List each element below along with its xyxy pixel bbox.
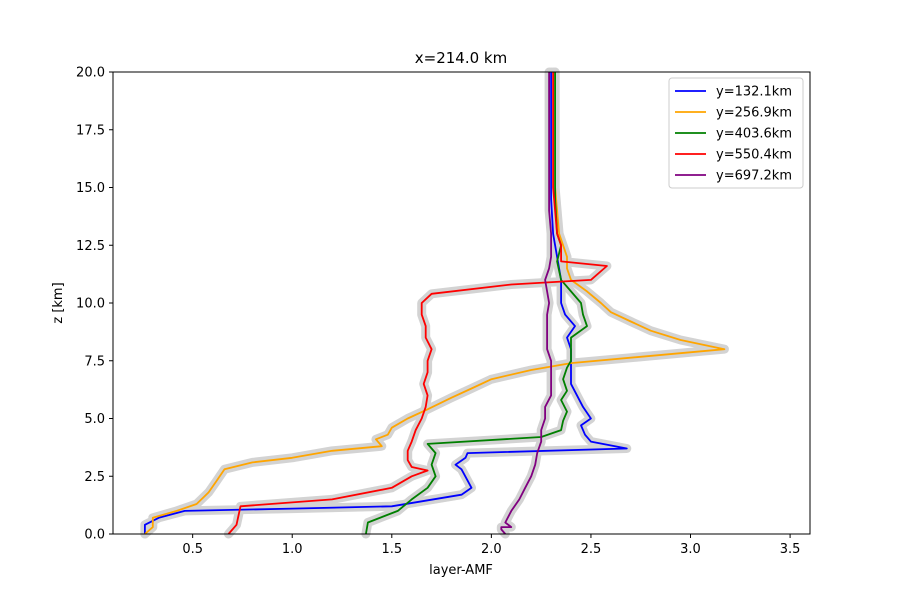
y-tick-label: 15.0 [76, 181, 105, 196]
x-tick-label: 3.0 [680, 542, 701, 557]
y-tick-label: 7.5 [84, 354, 105, 369]
x-tick-label: 3.5 [780, 542, 801, 557]
legend-entry: y=256.9km [716, 106, 792, 121]
x-tick-label: 1.5 [381, 542, 402, 557]
y-tick-label: 10.0 [76, 297, 105, 312]
y-axis-ticks: 0.0 2.5 5.0 7.5 10.0 12.5 15.0 17.5 20.0 [76, 66, 113, 543]
y-tick-label: 0.0 [84, 528, 105, 543]
legend-entry: y=132.1km [716, 85, 792, 100]
series-line-3 [365, 72, 588, 535]
x-tick-label: 1.0 [282, 542, 303, 557]
y-tick-label: 17.5 [76, 123, 105, 138]
legend-entry: y=403.6km [716, 127, 792, 142]
x-tick-label: 2.5 [581, 542, 602, 557]
x-axis-ticks: 0.5 1.0 1.5 2.0 2.5 3.0 3.5 [182, 534, 800, 557]
series-line-2 [144, 72, 726, 535]
plot-area [112, 67, 811, 539]
legend-entry: y=697.2km [716, 169, 792, 184]
x-tick-label: 0.5 [182, 542, 203, 557]
y-tick-label: 2.5 [84, 470, 105, 485]
series-line-5 [500, 72, 552, 535]
series-lines [144, 72, 726, 535]
legend: y=132.1km y=256.9km y=403.6km y=550.4km y=69… [668, 77, 804, 189]
y-tick-label: 20.0 [76, 66, 105, 81]
y-axis-label: z [km] [51, 282, 66, 323]
legend-entry: y=550.4km [716, 148, 792, 163]
series-line-4 [227, 72, 608, 535]
y-tick-label: 5.0 [84, 412, 105, 427]
legend-box [668, 77, 804, 189]
y-tick-label: 12.5 [76, 239, 105, 254]
chart-title: x=214.0 km [415, 49, 507, 67]
x-axis-label: layer-AMF [429, 563, 493, 578]
x-tick-label: 2.0 [481, 542, 502, 557]
